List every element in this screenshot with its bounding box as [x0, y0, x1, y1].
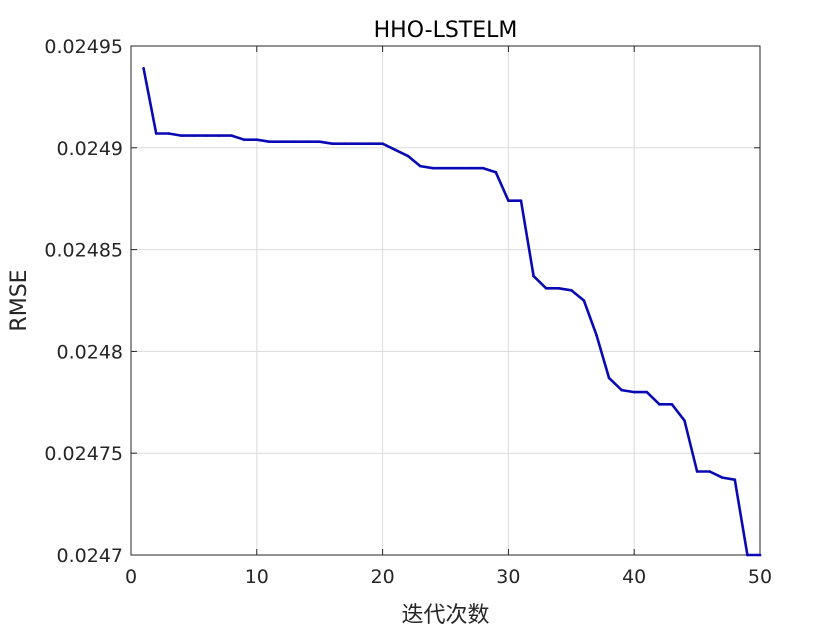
data-point: [381, 142, 384, 146]
x-tick-label: 50: [748, 566, 772, 588]
plot-area-frame: [130, 45, 761, 556]
x-tick-label: 30: [496, 566, 520, 588]
data-point: [368, 142, 372, 146]
data-point: [293, 140, 296, 143]
y-tick-label: 0.0247: [57, 545, 123, 567]
data-point: [167, 132, 171, 135]
data-point: [318, 140, 322, 143]
x-tick-label: 40: [622, 566, 646, 588]
x-tick-label: 0: [125, 566, 137, 588]
data-point: [582, 299, 586, 302]
series-layer: [142, 67, 762, 557]
data-point: [758, 553, 762, 557]
data-point: [481, 166, 485, 170]
data-point: [330, 142, 334, 146]
data-point: [733, 478, 737, 481]
y-tick-label: 0.02495: [44, 36, 123, 58]
data-point: [570, 289, 573, 292]
data-point: [544, 286, 548, 290]
data-point: [595, 333, 598, 337]
data-point: [519, 199, 523, 203]
data-point: [406, 154, 410, 158]
x-axis-title: 迭代次数: [401, 603, 489, 628]
data-point: [393, 148, 397, 152]
data-point: [180, 134, 183, 137]
data-point: [154, 132, 158, 135]
x-tick-label: 10: [245, 566, 269, 588]
y-tick-label: 0.02485: [44, 240, 123, 262]
data-point: [632, 390, 636, 394]
data-point: [720, 476, 724, 479]
data-point: [192, 134, 196, 137]
data-point: [205, 134, 208, 137]
data-point: [708, 470, 711, 473]
data-point: [343, 142, 347, 146]
x-tick-label: 20: [371, 566, 395, 588]
data-point: [242, 138, 246, 141]
data-point: [746, 553, 749, 557]
data-point: [230, 134, 233, 137]
data-point: [268, 140, 271, 143]
data-point: [255, 138, 259, 141]
grid-layer: [130, 45, 761, 556]
series-line-0: [142, 67, 762, 557]
data-point: [658, 403, 661, 406]
data-point: [431, 166, 435, 170]
tick-layer: 0 10 20 30 40 50 0.0247 0.02475 0.0248 0.02485 0.0…: [44, 36, 772, 588]
data-point: [456, 166, 460, 170]
data-point: [356, 142, 359, 146]
data-point: [683, 419, 686, 422]
data-point: [419, 164, 422, 168]
y-axis-title: RMSE: [7, 269, 32, 331]
y-tick-label: 0.0249: [57, 138, 123, 160]
data-point: [305, 140, 309, 143]
data-point: [645, 390, 649, 394]
data-point: [670, 403, 674, 406]
data-point: [444, 166, 447, 170]
data-point: [695, 470, 699, 473]
data-point: [507, 199, 510, 203]
data-point: [469, 166, 472, 170]
data-point: [607, 376, 611, 380]
data-point: [142, 67, 145, 70]
data-point: [217, 134, 221, 137]
y-tick-label: 0.0248: [57, 341, 123, 363]
chart-title: HHO-LSTELM: [374, 18, 518, 43]
data-point: [620, 388, 623, 392]
y-tick-label: 0.02475: [44, 443, 123, 465]
data-point: [532, 274, 535, 278]
data-point: [494, 170, 498, 174]
data-point: [280, 140, 284, 143]
data-point: [557, 286, 561, 290]
